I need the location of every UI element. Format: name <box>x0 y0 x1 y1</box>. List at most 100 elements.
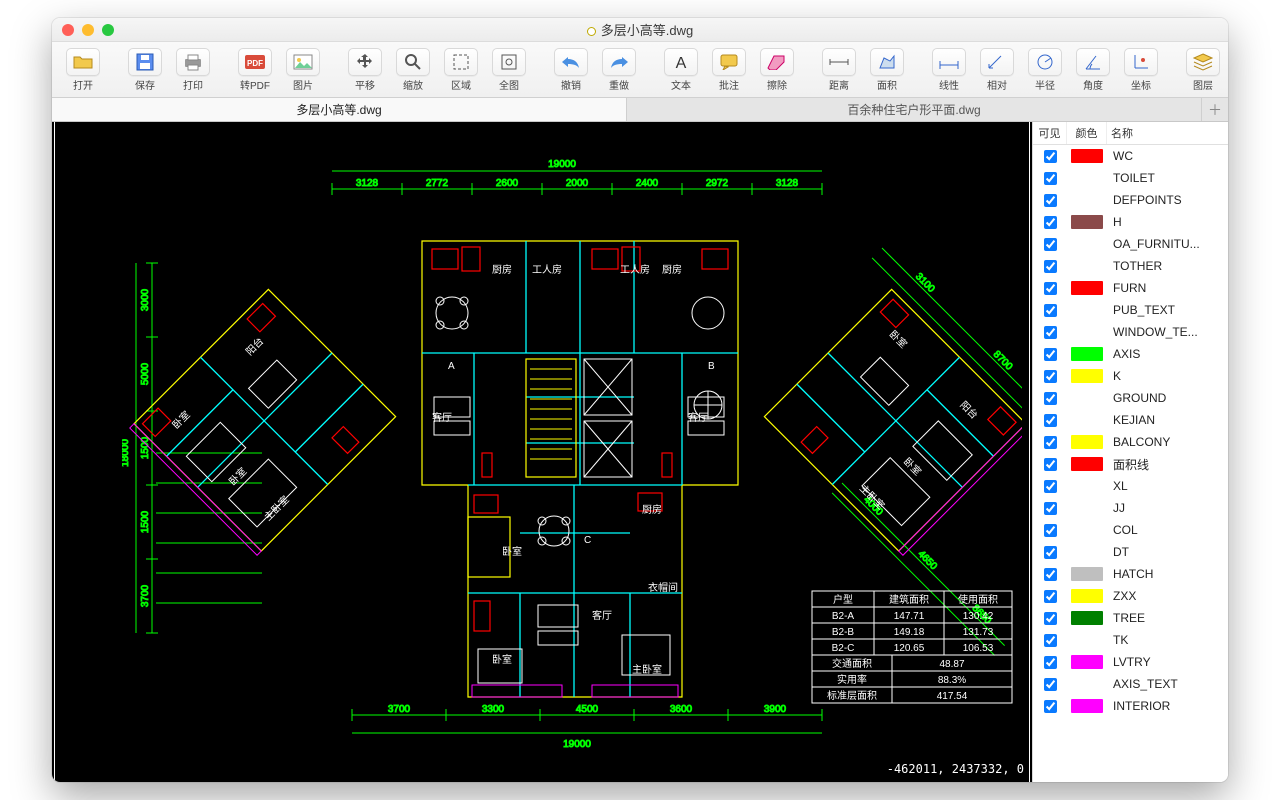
layer-color-swatch <box>1071 567 1103 581</box>
layer-visible-checkbox[interactable] <box>1044 590 1057 603</box>
layer-row[interactable]: PUB_TEXT <box>1033 299 1228 321</box>
layer-visible-checkbox[interactable] <box>1044 172 1057 185</box>
svg-text:149.18: 149.18 <box>894 627 925 638</box>
svg-text:3600: 3600 <box>670 704 693 715</box>
layer-row[interactable]: TK <box>1033 629 1228 651</box>
layer-row[interactable]: AXIS_TEXT <box>1033 673 1228 695</box>
layer-visible-checkbox[interactable] <box>1044 238 1057 251</box>
layer-row[interactable]: DEFPOINTS <box>1033 189 1228 211</box>
layer-visible-checkbox[interactable] <box>1044 414 1057 427</box>
layer-visible-checkbox[interactable] <box>1044 502 1057 515</box>
layer-row[interactable]: TOILET <box>1033 167 1228 189</box>
layer-visible-checkbox[interactable] <box>1044 480 1057 493</box>
text-icon: A <box>664 48 698 76</box>
toolbar-zoom-button[interactable]: 缩放 <box>390 46 436 92</box>
layer-name: COL <box>1107 523 1228 537</box>
layers-list[interactable]: WCTOILETDEFPOINTSHOA_FURNITU...TOTHERFUR… <box>1033 145 1228 782</box>
toolbar-pdf-button[interactable]: PDF转PDF <box>232 46 278 92</box>
svg-text:建筑面积: 建筑面积 <box>889 593 929 606</box>
toolbar-label: 打开 <box>73 77 93 92</box>
layer-color-swatch <box>1071 699 1103 713</box>
toolbar-layers-button[interactable]: 图层 <box>1180 46 1226 92</box>
layer-row[interactable]: DT <box>1033 541 1228 563</box>
layer-visible-checkbox[interactable] <box>1044 282 1057 295</box>
drawing-canvas[interactable]: 19000 3128277226002000240029723128 37003… <box>52 122 1032 782</box>
layer-visible-checkbox[interactable] <box>1044 700 1057 713</box>
layer-name: TREE <box>1107 611 1228 625</box>
toolbar-label: 距离 <box>829 77 849 92</box>
toolbar-save-button[interactable]: 保存 <box>122 46 168 92</box>
layer-visible-checkbox[interactable] <box>1044 568 1057 581</box>
layer-visible-checkbox[interactable] <box>1044 216 1057 229</box>
layer-row[interactable]: OA_FURNITU... <box>1033 233 1228 255</box>
layer-visible-checkbox[interactable] <box>1044 678 1057 691</box>
toolbar-coord-button[interactable]: 坐标 <box>1118 46 1164 92</box>
svg-text:48.87: 48.87 <box>939 659 964 670</box>
tab-active[interactable]: 多层小高等.dwg <box>52 98 627 121</box>
toolbar-open-button[interactable]: 打开 <box>60 46 106 92</box>
toolbar-dist-button[interactable]: 距离 <box>816 46 862 92</box>
layer-row[interactable]: INTERIOR <box>1033 695 1228 717</box>
tab-inactive[interactable]: 百余种住宅户形平面.dwg <box>627 98 1202 121</box>
toolbar-angle-button[interactable]: 角度 <box>1070 46 1116 92</box>
layer-row[interactable]: LVTRY <box>1033 651 1228 673</box>
layer-row[interactable]: COL <box>1033 519 1228 541</box>
area-icon <box>870 48 904 76</box>
toolbar-radius-button[interactable]: 半径 <box>1022 46 1068 92</box>
toolbar-text-button[interactable]: A文本 <box>658 46 704 92</box>
layer-row[interactable]: 面积线 <box>1033 453 1228 475</box>
layer-visible-checkbox[interactable] <box>1044 656 1057 669</box>
layer-visible-checkbox[interactable] <box>1044 326 1057 339</box>
layer-row[interactable]: BALCONY <box>1033 431 1228 453</box>
layer-visible-checkbox[interactable] <box>1044 546 1057 559</box>
layer-visible-checkbox[interactable] <box>1044 458 1057 471</box>
toolbar-undo-button[interactable]: 撤销 <box>548 46 594 92</box>
toolbar-redo-button[interactable]: 重做 <box>596 46 642 92</box>
layer-visible-checkbox[interactable] <box>1044 348 1057 361</box>
layer-row[interactable]: FURN <box>1033 277 1228 299</box>
layer-row[interactable]: XL <box>1033 475 1228 497</box>
layer-row[interactable]: AXIS <box>1033 343 1228 365</box>
layer-color-swatch <box>1071 215 1103 229</box>
floorplan: 19000 3128277226002000240029723128 37003… <box>122 152 1022 754</box>
layer-visible-checkbox[interactable] <box>1044 612 1057 625</box>
toolbar-erase-button[interactable]: 擦除 <box>754 46 800 92</box>
svg-text:3128: 3128 <box>356 178 379 189</box>
toolbar-img-button[interactable]: 图片 <box>280 46 326 92</box>
pdf-icon: PDF <box>238 48 272 76</box>
layer-row[interactable]: ZXX <box>1033 585 1228 607</box>
layer-row[interactable]: HATCH <box>1033 563 1228 585</box>
layer-row[interactable]: JJ <box>1033 497 1228 519</box>
layer-row[interactable]: WC <box>1033 145 1228 167</box>
layer-row[interactable]: TREE <box>1033 607 1228 629</box>
layer-visible-checkbox[interactable] <box>1044 436 1057 449</box>
layer-visible-checkbox[interactable] <box>1044 370 1057 383</box>
coord-icon <box>1124 48 1158 76</box>
toolbar-linear-button[interactable]: 线性 <box>926 46 972 92</box>
toolbar-pan-button[interactable]: 平移 <box>342 46 388 92</box>
layer-row[interactable]: K <box>1033 365 1228 387</box>
layer-visible-checkbox[interactable] <box>1044 260 1057 273</box>
layer-visible-checkbox[interactable] <box>1044 634 1057 647</box>
toolbar-fit-button[interactable]: 全图 <box>486 46 532 92</box>
layer-row[interactable]: KEJIAN <box>1033 409 1228 431</box>
svg-text:19000: 19000 <box>548 159 576 170</box>
toolbar-annot-button[interactable]: 批注 <box>706 46 752 92</box>
layer-visible-checkbox[interactable] <box>1044 304 1057 317</box>
tab-add-button[interactable]: ＋ <box>1202 98 1228 121</box>
layer-name: K <box>1107 369 1228 383</box>
svg-text:客厅: 客厅 <box>432 411 452 424</box>
toolbar-rel-button[interactable]: 相对 <box>974 46 1020 92</box>
layer-visible-checkbox[interactable] <box>1044 194 1057 207</box>
toolbar-area-button[interactable]: 面积 <box>864 46 910 92</box>
layer-row[interactable]: WINDOW_TE... <box>1033 321 1228 343</box>
layer-row[interactable]: H <box>1033 211 1228 233</box>
layer-row[interactable]: GROUND <box>1033 387 1228 409</box>
layer-visible-checkbox[interactable] <box>1044 392 1057 405</box>
layer-row[interactable]: TOTHER <box>1033 255 1228 277</box>
layer-color-swatch <box>1071 303 1103 317</box>
layer-visible-checkbox[interactable] <box>1044 150 1057 163</box>
layer-visible-checkbox[interactable] <box>1044 524 1057 537</box>
toolbar-region-button[interactable]: 区域 <box>438 46 484 92</box>
toolbar-print-button[interactable]: 打印 <box>170 46 216 92</box>
